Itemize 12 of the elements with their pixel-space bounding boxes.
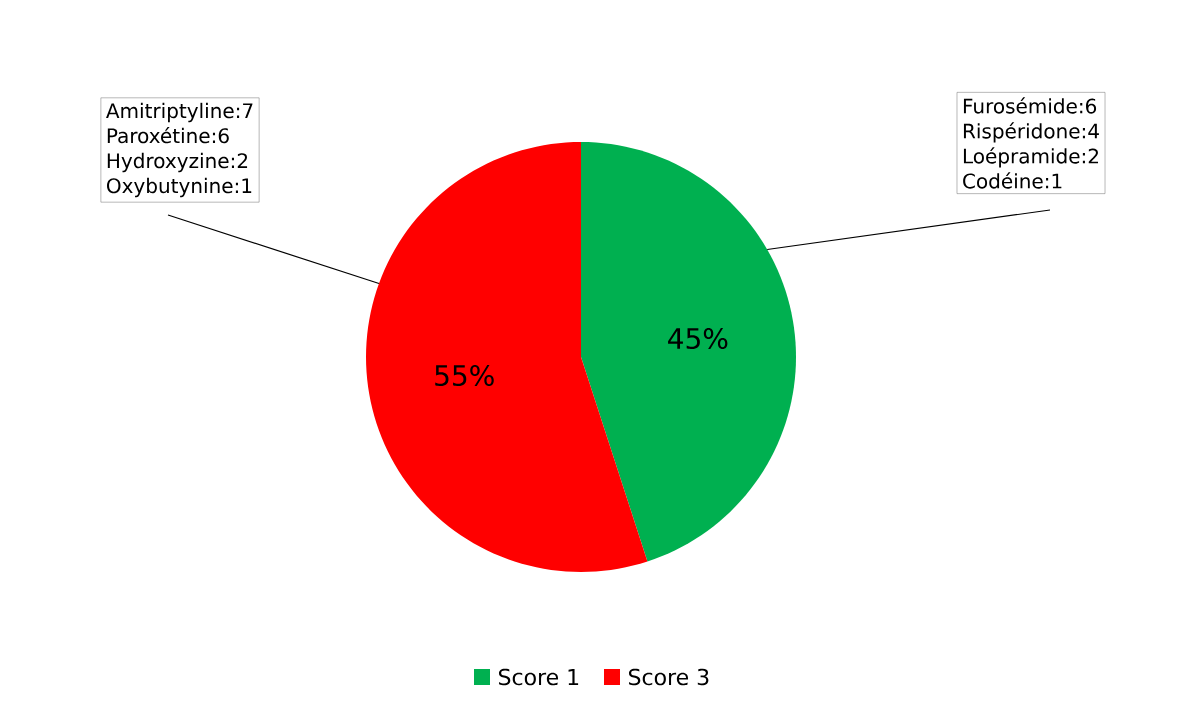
- data-label: 45%: [668, 327, 728, 350]
- legend-label: Score 1: [498, 668, 579, 686]
- text: Furosémide:6: [963, 97, 1097, 114]
- text: Paroxétine:6: [107, 127, 229, 144]
- data-label: 55%: [435, 364, 494, 387]
- text: Rispéridone:4: [963, 122, 1099, 143]
- text: Codéine:1: [963, 172, 1062, 189]
- legend-label: Score 3: [628, 668, 709, 686]
- text: Hydroxyzine:2: [107, 152, 248, 173]
- text: Oxybutynine:1: [107, 177, 252, 198]
- text: Amitriptyline:7: [106, 102, 253, 123]
- text: Loépramide:2: [963, 147, 1099, 168]
